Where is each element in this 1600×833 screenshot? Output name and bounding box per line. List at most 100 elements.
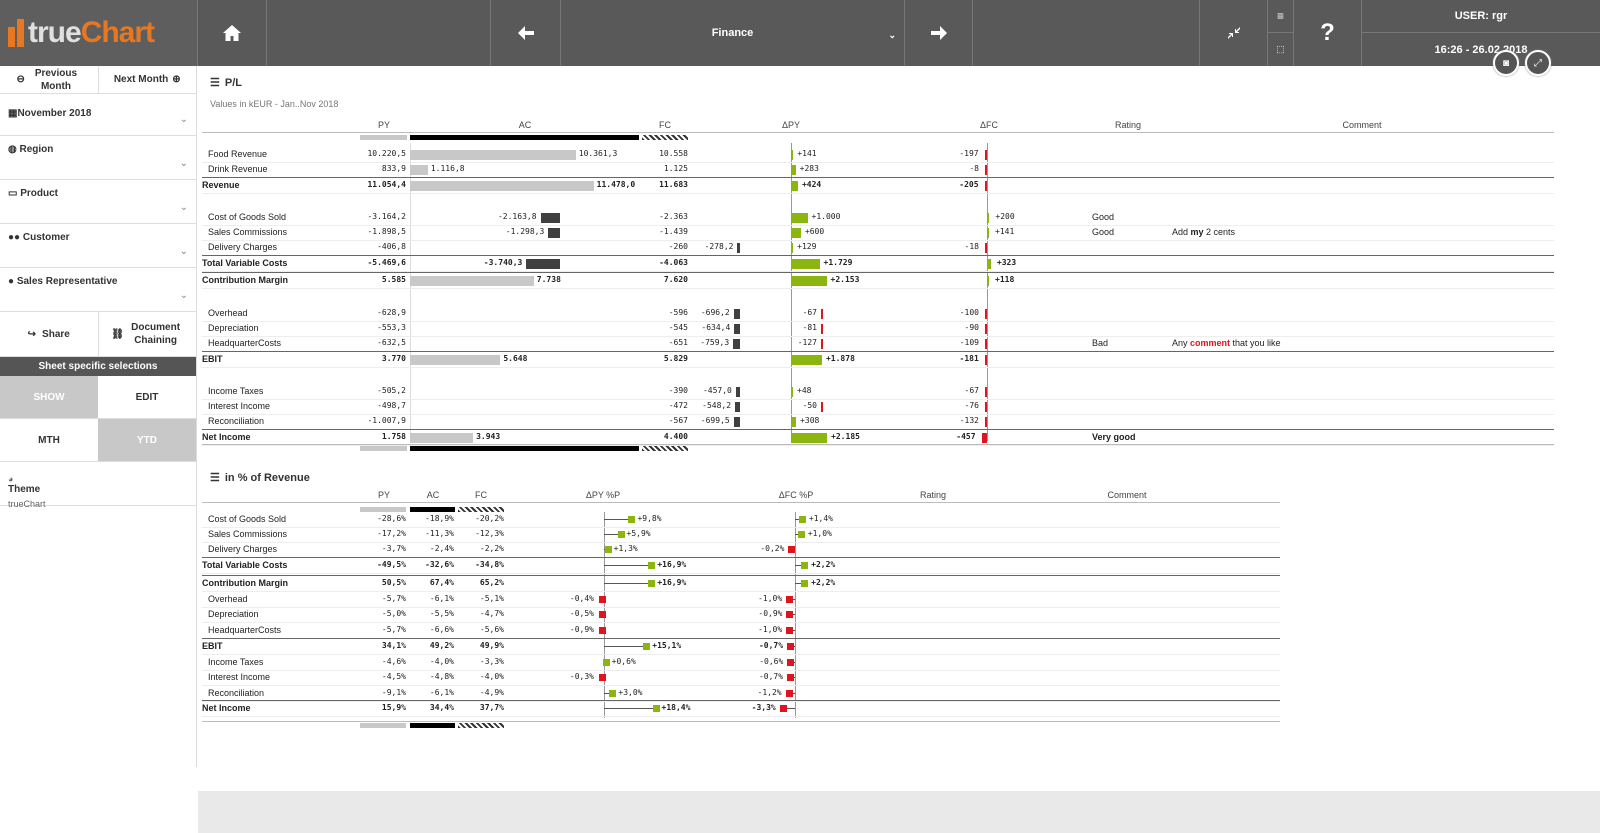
pl-dpy-bar [821, 324, 823, 334]
pct-dpy-stem [604, 519, 632, 520]
pl-header-dpy: ΔPY [781, 120, 801, 130]
pct-py-value: 15,9% [381, 703, 406, 712]
datetime-label: 16:26 - 26.02.2018 [1434, 43, 1528, 56]
pl-ac-value: -3.740,3 [483, 258, 523, 267]
globe-icon: ◍ [8, 144, 17, 155]
pct-dpy-stem [604, 534, 621, 535]
pct-ac-value: -4,0% [429, 657, 454, 666]
pl-ac-value: 10.361,3 [578, 149, 618, 158]
pct-dpy-value: +16,9% [657, 560, 687, 569]
filter-sales-rep[interactable]: ● Sales Representative ⌄ [0, 268, 196, 312]
pl-py-value: 11.054,4 [367, 180, 406, 189]
pct-dpy-dot [599, 674, 606, 681]
filter-product-label: Product [20, 188, 59, 199]
pl-footer-line [202, 444, 1554, 445]
pl-bar-py-top [360, 135, 407, 140]
ac-axis [410, 143, 411, 441]
camera-icon: ◙ [1502, 57, 1510, 69]
pl-dpy-bar [791, 417, 797, 427]
pct-row-label: Contribution Margin [202, 578, 288, 588]
edit-toggle[interactable]: EDIT [98, 376, 196, 419]
calendar-icon: ▦ [8, 108, 18, 119]
pl-dfc-value: +323 [996, 258, 1017, 267]
show-toggle[interactable]: SHOW [0, 376, 98, 419]
pct-dpy-dot [602, 659, 610, 666]
pl-dpy-bar [791, 243, 794, 253]
snapshot-button[interactable]: ◙ [1493, 50, 1519, 76]
pct-bar-py-bottom [360, 723, 406, 728]
pct-dfc-stem [791, 693, 795, 694]
theme-selector[interactable]: ◕ Theme trueChart [0, 462, 196, 509]
pl-ac-value: -1.298,3 [505, 227, 545, 236]
pl-dpy-value: -81 [802, 323, 817, 332]
pl-ac-value: 11.478,0 [596, 180, 636, 189]
pl-row-label: Total Variable Costs [202, 258, 288, 268]
pl-row-label: Sales Commissions [208, 227, 288, 237]
pct-dpy-dot [609, 690, 617, 697]
basket-icon: ▭ [8, 188, 18, 199]
filter-region[interactable]: ◍ Region ⌄ [0, 136, 196, 180]
pct-py-value: -5,0% [381, 609, 406, 618]
pl-dpy-bar [791, 150, 794, 160]
home-icon [223, 25, 241, 41]
next-sheet-button[interactable] [904, 0, 972, 66]
main-content: ◙ ⤢ ☰ P/L Values in kEUR - Jan..Nov 2018 PY… [198, 50, 1600, 833]
pct-py-value: -49,5% [377, 560, 406, 569]
pct-ac-value: -2,4% [429, 544, 454, 553]
pl-ac-bar [735, 402, 740, 412]
pct-dpy-dot [604, 546, 612, 553]
pl-fc-value: -260 [668, 242, 688, 251]
link-icon: ⛓ [111, 328, 125, 340]
pct-ac-value: -32,6% [425, 560, 454, 569]
pl-dfc-bar [985, 417, 987, 427]
pct-dpy-stem [604, 646, 647, 647]
pl-row-label: Income Taxes [208, 386, 264, 396]
filter-product[interactable]: ▭ Product ⌄ [0, 180, 196, 224]
pl-fc-value: -651 [668, 338, 688, 347]
pct-row-line [202, 575, 1280, 576]
next-month-button[interactable]: Next Month ⊕ [99, 66, 197, 93]
filter-customer-label: Customer [22, 232, 70, 243]
pl-row-label: Drink Revenue [208, 164, 268, 174]
pct-row-label: EBIT [202, 641, 223, 651]
help-button[interactable]: ? [1293, 0, 1361, 66]
document-chaining-button[interactable]: ⛓ Document Chaining [99, 312, 197, 356]
help-icon: ? [1320, 19, 1335, 46]
pct-dpy-value: -0,9% [569, 625, 594, 634]
home-button[interactable] [197, 0, 266, 66]
pct-dpy-value: +9,8% [637, 514, 662, 523]
share-button[interactable]: ↪ Share [0, 312, 99, 356]
fullscreen-button[interactable]: ⤢ [1525, 50, 1551, 76]
sheet-selector[interactable]: Finance ⌄ [560, 0, 904, 66]
document-chaining-label: Document Chaining [131, 322, 181, 346]
pct-py-value: -5,7% [381, 594, 406, 603]
comment-highlight: my [1190, 227, 1204, 237]
bottom-strip [198, 791, 1600, 833]
pl-comment: Any comment that you like [1172, 338, 1281, 348]
pl-rating: Good [1092, 212, 1115, 222]
pl-py-value: 1.758 [381, 432, 406, 441]
pct-dfc-stem [795, 534, 798, 535]
previous-month-button[interactable]: ⊖ Previous Month [0, 66, 99, 93]
pct-dfc-stem [792, 630, 795, 631]
mth-toggle[interactable]: MTH [0, 419, 98, 462]
pl-py-value: -406,8 [377, 242, 406, 251]
collapse-button[interactable] [1199, 0, 1267, 66]
selection-tool-button[interactable]: ⬚ [1268, 33, 1294, 66]
filter-month[interactable]: ▦November 2018 ⌄ [0, 94, 196, 136]
previous-sheet-button[interactable] [490, 0, 560, 66]
pl-row-line [202, 177, 1554, 178]
hamburger-menu-button[interactable]: ≡ [1267, 0, 1294, 33]
filter-customer[interactable]: ●● Customer ⌄ [0, 224, 196, 268]
pl-row-label: Interest Income [208, 401, 271, 411]
pct-fc-value: 65,2% [479, 578, 504, 587]
pl-row-line [202, 255, 1554, 256]
pl-row-label: Overhead [208, 308, 248, 318]
pl-row-sep [202, 271, 1554, 272]
pl-dpy-bar [791, 387, 793, 397]
pct-dfc-stem [795, 519, 799, 520]
pl-fc-value: 5.829 [663, 354, 688, 363]
pl-row-label: HeadquarterCosts [208, 338, 282, 348]
ytd-toggle[interactable]: YTD [98, 419, 196, 462]
minus-circle-icon: ⊖ [16, 74, 25, 85]
